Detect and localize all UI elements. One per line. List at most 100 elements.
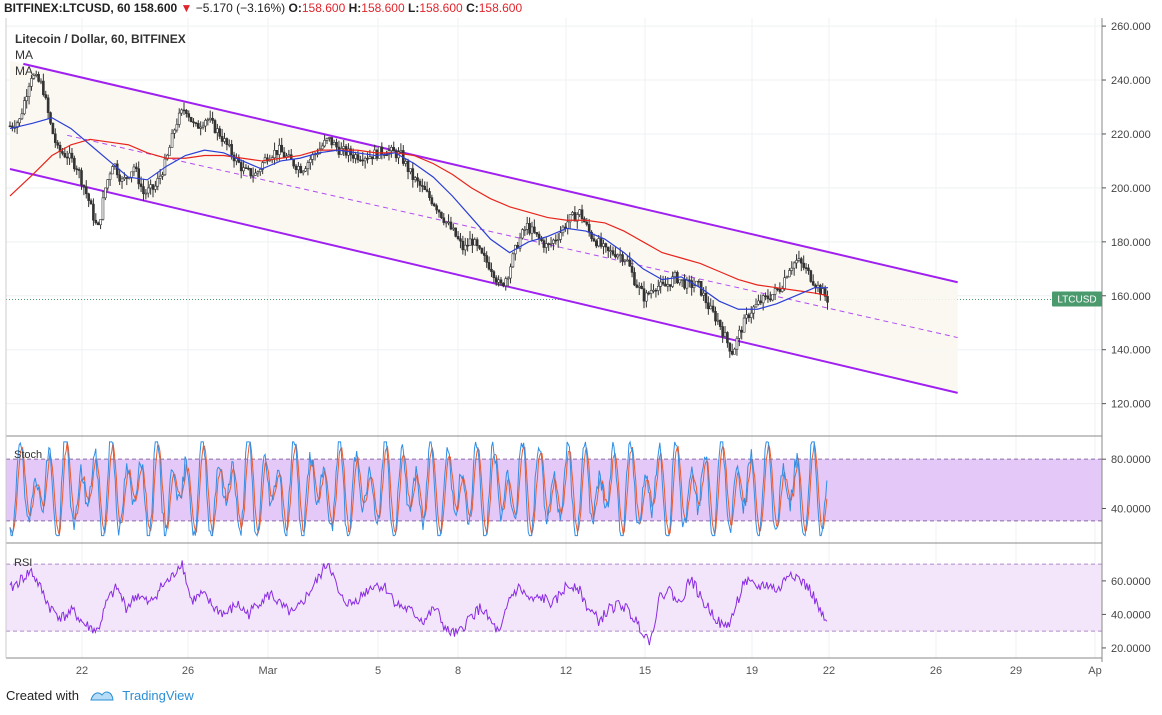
candle-body — [359, 159, 362, 162]
candle-body — [261, 162, 264, 170]
candle-body — [549, 243, 553, 245]
candle-body — [611, 250, 615, 255]
candle-body — [726, 332, 729, 344]
candle-body — [168, 147, 171, 156]
candle-body — [826, 296, 829, 303]
candle-body — [61, 151, 64, 154]
candle-body — [239, 162, 243, 172]
candle-body — [53, 133, 57, 143]
candle-body — [335, 142, 338, 148]
candle-body — [130, 171, 133, 178]
symbol-name[interactable]: BITFINEX:LTCUSD, 60 — [4, 1, 131, 15]
candle-body — [323, 140, 326, 147]
channel-lower-line[interactable] — [9, 168, 958, 394]
candle-body — [673, 272, 677, 277]
candle-body — [764, 295, 767, 297]
channel-fill — [10, 60, 958, 393]
candle-body — [39, 80, 43, 83]
last-price-tag-label: LTCUSD — [1057, 295, 1096, 306]
candle-body — [766, 295, 770, 300]
candle-body — [442, 217, 446, 223]
candle-body — [292, 159, 295, 167]
candle-body — [142, 186, 145, 195]
candle-body — [537, 233, 541, 239]
stoch-d-line[interactable] — [9, 441, 828, 537]
candle-body — [196, 123, 200, 129]
candle-body — [535, 232, 539, 235]
candle-body — [497, 279, 500, 283]
ma-fast-line[interactable] — [9, 117, 828, 310]
candle-body — [778, 288, 782, 292]
candle-body — [368, 156, 372, 159]
y-tick-label: 240.000 — [1111, 75, 1151, 87]
down-arrow-icon: ▼ — [180, 1, 193, 15]
close-label: C: — [466, 1, 479, 15]
candle-body — [580, 209, 584, 220]
candle-body — [523, 229, 527, 231]
candle-body — [571, 212, 574, 215]
candle-body — [754, 304, 758, 308]
candle-body — [418, 180, 422, 186]
ma-slow-line[interactable] — [9, 138, 829, 297]
rsi-pane[interactable] — [6, 560, 1102, 646]
stoch-pane[interactable] — [6, 440, 1102, 537]
stoch-tick-label: 40.0000 — [1111, 503, 1151, 515]
candle-body — [30, 78, 33, 87]
candle-body — [185, 110, 188, 114]
candle-body — [20, 113, 24, 120]
candle-body — [73, 157, 76, 170]
candle-body — [454, 227, 458, 237]
candle-body — [595, 240, 598, 247]
channel-upper-line[interactable] — [23, 62, 958, 284]
candle-body — [256, 171, 260, 174]
stoch-k-line[interactable] — [9, 440, 828, 537]
y-tick-label: 220.000 — [1111, 129, 1151, 141]
candle-body — [800, 258, 803, 264]
candle-body — [135, 166, 138, 169]
candle-body — [723, 332, 727, 337]
candle-body — [709, 305, 713, 310]
candle-body — [452, 227, 455, 230]
candle-body — [668, 284, 672, 287]
candle-body — [485, 255, 488, 263]
candle-body — [18, 118, 21, 124]
candle-body — [227, 144, 231, 146]
candle-body — [733, 348, 736, 355]
candle-body — [568, 214, 572, 223]
candle-body — [618, 254, 622, 256]
price-pane[interactable] — [6, 60, 1102, 394]
candle-body — [552, 239, 555, 244]
candle-body — [449, 221, 453, 230]
candle-body — [587, 224, 591, 233]
candle-body — [747, 314, 751, 318]
channel-midline[interactable] — [67, 134, 958, 339]
candle-body — [509, 266, 512, 279]
candle-body — [728, 342, 732, 352]
candle-body — [654, 289, 658, 292]
candle-body — [461, 240, 465, 251]
candle-body — [182, 109, 186, 112]
last-price: 158.600 — [133, 1, 178, 15]
candle-body — [65, 156, 69, 159]
candle-body — [394, 150, 398, 159]
candle-body — [144, 192, 148, 195]
candle-body — [790, 267, 794, 271]
candle-body — [468, 238, 472, 246]
candle-body — [213, 120, 217, 133]
candle-body — [211, 117, 214, 121]
x-tick-label: 22 — [76, 665, 88, 677]
candle-body — [161, 174, 164, 177]
candle-body — [714, 311, 717, 322]
candle-body — [84, 186, 88, 195]
tradingview-link[interactable]: TradingView — [122, 688, 194, 703]
rsi-line[interactable] — [9, 560, 828, 646]
open-value: 158.600 — [301, 1, 346, 15]
tradingview-logo-icon[interactable] — [89, 689, 115, 701]
created-with-text: Created with — [6, 688, 79, 703]
candle-body — [735, 338, 739, 350]
low-label: L: — [408, 1, 420, 15]
candle-body — [180, 109, 183, 114]
x-tick-label: Mar — [259, 665, 278, 677]
candle-body — [218, 128, 222, 137]
